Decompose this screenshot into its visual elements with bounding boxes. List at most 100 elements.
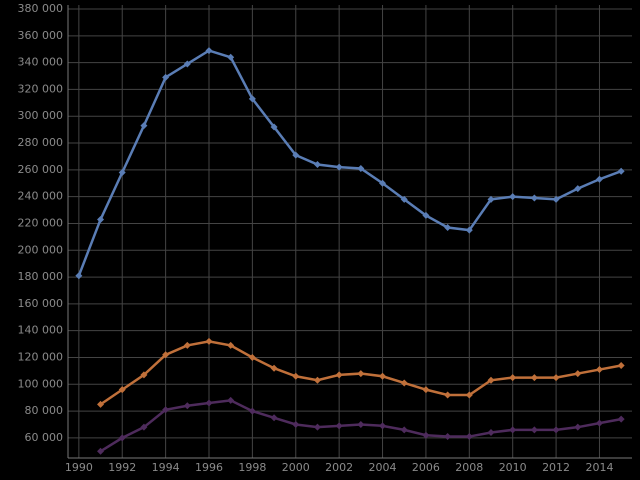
- x-tick-label: 2012: [542, 461, 570, 474]
- point: [270, 123, 278, 131]
- point: [379, 372, 387, 380]
- point: [444, 391, 452, 399]
- point: [444, 433, 452, 441]
- point: [509, 193, 517, 201]
- point: [292, 420, 300, 428]
- point: [552, 426, 560, 434]
- series-line: [77, 49, 622, 277]
- point: [183, 402, 191, 410]
- point: [313, 376, 321, 384]
- point: [205, 337, 213, 345]
- point: [292, 372, 300, 380]
- point: [162, 406, 170, 414]
- point: [248, 407, 256, 415]
- point: [335, 163, 343, 171]
- point: [162, 351, 170, 359]
- y-tick-label: 300 000: [18, 109, 64, 122]
- x-tick-label: 1990: [65, 461, 93, 474]
- y-tick-label: 180 000: [18, 270, 64, 283]
- point: [509, 426, 517, 434]
- point: [465, 391, 473, 399]
- x-tick-label: 2004: [369, 461, 397, 474]
- y-tick-label: 260 000: [18, 163, 64, 176]
- x-tick-label: 2014: [585, 461, 613, 474]
- point: [595, 419, 603, 427]
- point: [335, 371, 343, 379]
- point: [509, 374, 517, 382]
- point: [118, 434, 126, 442]
- point: [227, 396, 235, 404]
- point: [400, 426, 408, 434]
- point: [227, 341, 235, 349]
- x-tick-label: 2008: [455, 461, 483, 474]
- point: [574, 423, 582, 431]
- point: [248, 95, 256, 103]
- point: [379, 422, 387, 430]
- point: [292, 151, 300, 159]
- point: [530, 194, 538, 202]
- point: [530, 374, 538, 382]
- x-tick-label: 2002: [325, 461, 353, 474]
- point: [595, 175, 603, 183]
- y-tick-label: 360 000: [18, 29, 64, 42]
- point: [422, 211, 430, 219]
- point: [357, 370, 365, 378]
- x-tick-label: 1996: [195, 461, 223, 474]
- point: [465, 433, 473, 441]
- point: [227, 53, 235, 61]
- x-tick-label: 1994: [152, 461, 180, 474]
- point: [118, 169, 126, 177]
- point: [97, 447, 105, 455]
- y-tick-label: 240 000: [18, 190, 64, 203]
- point: [140, 423, 148, 431]
- point: [422, 386, 430, 394]
- x-tick-label: 2010: [499, 461, 527, 474]
- point: [552, 374, 560, 382]
- y-tick-label: 120 000: [18, 350, 64, 363]
- point: [617, 167, 625, 175]
- y-tick-label: 80 000: [25, 404, 64, 417]
- x-tick-label: 2000: [282, 461, 310, 474]
- point: [357, 165, 365, 173]
- y-tick-label: 280 000: [18, 136, 64, 149]
- point: [248, 353, 256, 361]
- point: [140, 371, 148, 379]
- point: [574, 185, 582, 193]
- y-tick-label: 100 000: [18, 377, 64, 390]
- point: [97, 400, 105, 408]
- point: [75, 272, 83, 280]
- point: [617, 362, 625, 370]
- point: [552, 195, 560, 203]
- point: [270, 414, 278, 422]
- point: [400, 379, 408, 387]
- point: [487, 376, 495, 384]
- point: [97, 215, 105, 223]
- y-tick-label: 160 000: [18, 297, 64, 310]
- point: [140, 122, 148, 130]
- point: [400, 195, 408, 203]
- point: [205, 47, 213, 55]
- point: [335, 422, 343, 430]
- point: [205, 399, 213, 407]
- point: [574, 370, 582, 378]
- y-tick-label: 60 000: [25, 431, 64, 444]
- y-tick-label: 380 000: [18, 2, 64, 15]
- y-tick-label: 340 000: [18, 56, 64, 69]
- point: [118, 386, 126, 394]
- point: [379, 179, 387, 187]
- point: [162, 73, 170, 81]
- point: [487, 195, 495, 203]
- y-tick-label: 200 000: [18, 243, 64, 256]
- point: [465, 226, 473, 234]
- x-tick-label: 1998: [238, 461, 266, 474]
- point: [313, 160, 321, 168]
- point: [313, 423, 321, 431]
- point: [530, 426, 538, 434]
- y-tick-label: 320 000: [18, 82, 64, 95]
- x-tick-label: 1992: [108, 461, 136, 474]
- point: [270, 364, 278, 372]
- y-tick-label: 220 000: [18, 216, 64, 229]
- x-tick-label: 2006: [412, 461, 440, 474]
- point: [617, 415, 625, 423]
